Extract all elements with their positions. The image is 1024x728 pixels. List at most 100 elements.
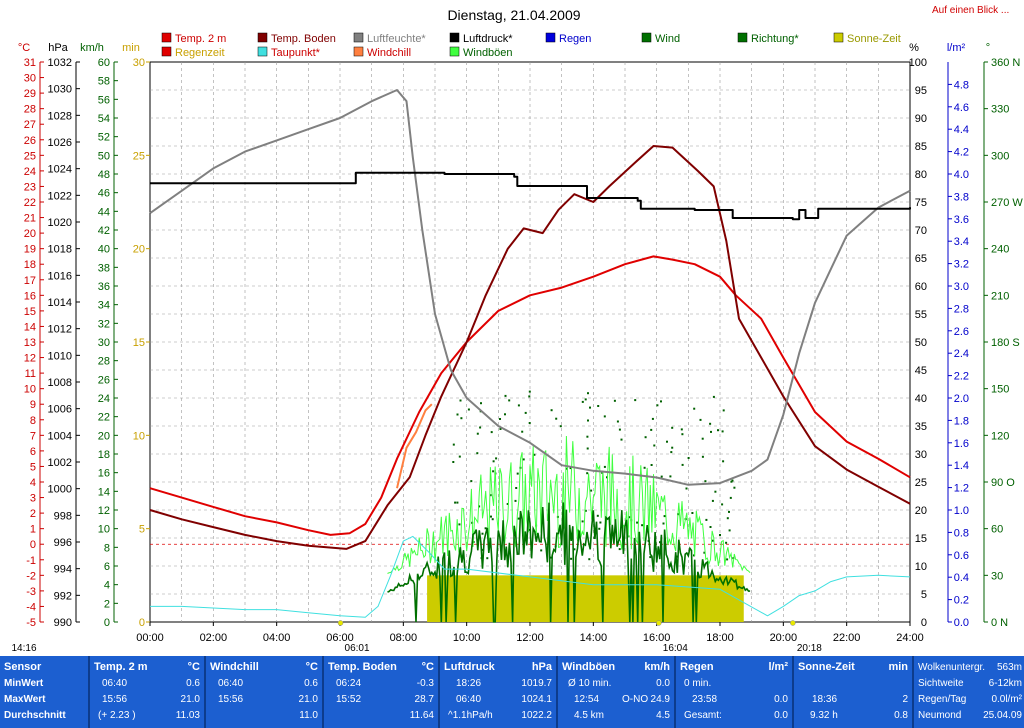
- temp-axis-label: 2: [30, 508, 36, 520]
- direction-point: [699, 418, 702, 421]
- wind-axis-label: 38: [98, 262, 110, 274]
- windboen-header: Windböen: [562, 661, 616, 673]
- temp-axis-label: -5: [26, 617, 36, 629]
- overview-link[interactable]: Auf einen Blick ...: [932, 5, 1010, 16]
- direction-point: [634, 399, 637, 402]
- x-tick-label: 06:00: [326, 632, 354, 644]
- wind-axis-label: 14: [98, 486, 110, 498]
- direction-axis-label: 360 N: [991, 57, 1020, 69]
- pressure-axis-label: 1018: [48, 244, 72, 256]
- direction-point: [650, 464, 653, 466]
- direction-point: [620, 438, 623, 441]
- col-tempboden: Temp. Boden °C 06:24 -0.3 15:52 28.7 11.64: [324, 656, 438, 728]
- direction-point: [721, 503, 724, 506]
- series-line: [150, 171, 911, 221]
- min-axis-label: 5: [139, 524, 145, 536]
- x-tick-label: 22:00: [833, 632, 861, 644]
- direction-axis-label: 0 N: [991, 617, 1008, 629]
- windboen-max-value: 24.9: [650, 694, 670, 705]
- direction-point: [588, 558, 591, 561]
- direction-point: [555, 417, 558, 420]
- regen-max-value: 0.0: [774, 694, 788, 705]
- direction-point: [476, 452, 479, 455]
- extra-label: Neumond: [918, 710, 962, 721]
- divider: [674, 656, 676, 728]
- direction-point: [517, 517, 520, 520]
- direction-point: [452, 443, 455, 446]
- pressure-axis-label: 1002: [48, 457, 72, 469]
- direction-point: [603, 415, 606, 418]
- direction-point: [729, 496, 732, 499]
- pressure-axis-label: 998: [54, 510, 72, 522]
- sunset-label: 20:18: [797, 643, 822, 654]
- direction-point: [524, 411, 527, 414]
- tempboden-avg-value: 11.64: [409, 710, 434, 721]
- solar-noon-label: 16:04: [663, 643, 688, 654]
- direction-point: [598, 527, 601, 530]
- direction-point: [653, 444, 656, 447]
- direction-point: [587, 392, 589, 395]
- x-axis: 00:00 02:00 04:00 06:00 08:00 10:00 12:00 14:00…: [11, 620, 924, 654]
- rain-axis-label: 2.0: [954, 393, 969, 405]
- direction-point: [528, 390, 531, 393]
- wind-axis-label: 46: [98, 188, 110, 200]
- temp-axis-label: 28: [24, 104, 36, 116]
- temp2m-unit: °C: [187, 661, 200, 673]
- legend-swatch: [161, 46, 172, 57]
- direction-point: [559, 425, 562, 428]
- regen-unit: l/m²: [768, 661, 788, 673]
- direction-point: [492, 470, 495, 473]
- direction-point: [484, 527, 487, 530]
- wind-axis-label: 10: [98, 524, 110, 536]
- direction-point: [726, 517, 729, 520]
- extra-value: 6-12km: [988, 678, 1022, 689]
- direction-point: [499, 428, 502, 430]
- temp-axis-label: 8: [30, 415, 36, 427]
- direction-point: [656, 404, 659, 407]
- direction-point: [470, 480, 473, 483]
- humidity-axis-label: 0: [921, 617, 927, 629]
- direction-point: [603, 465, 606, 468]
- min-axis-label: 10: [133, 430, 145, 442]
- extra-value: 563m: [996, 662, 1022, 673]
- direction-point: [728, 529, 731, 532]
- wind-axis-label: 12: [98, 505, 110, 517]
- legend-label: Luftfeuchte*: [367, 33, 426, 45]
- wind-axis-label: 30: [98, 337, 110, 349]
- row-min-label: MinWert: [4, 678, 44, 689]
- axis-units: °C hPa km/h min% l/m² °: [18, 42, 990, 54]
- luftdruck-min-value: 1019.7: [521, 678, 552, 689]
- direction-point: [550, 556, 552, 559]
- legend-swatch: [257, 32, 268, 43]
- direction-point: [479, 426, 482, 429]
- pressure-axis-label: 990: [54, 617, 72, 629]
- direction-axis-label: 180 S: [991, 337, 1020, 349]
- direction-point: [701, 437, 704, 440]
- axis-unit: °: [986, 42, 990, 54]
- temp-axis-label: 12: [24, 353, 36, 365]
- direction-point: [693, 554, 695, 557]
- direction-point: [670, 451, 673, 454]
- humidity-axis-label: 55: [915, 309, 927, 321]
- direction-point: [671, 426, 674, 429]
- row-max-label: MaxWert: [4, 694, 46, 705]
- temp-axis-label: 27: [24, 119, 36, 131]
- legend-label: Regenzeit: [175, 47, 225, 59]
- rain-axis-label: 2.6: [954, 326, 969, 338]
- luftdruck-max-value: 1024.1: [521, 694, 552, 705]
- direction-point: [628, 516, 631, 519]
- direction-point: [584, 509, 587, 512]
- temp-axis-label: 16: [24, 290, 36, 302]
- temp-axis-label: -4: [26, 601, 36, 613]
- humidity-axis-label: 75: [915, 197, 927, 209]
- tempboden-max-time: 15:52: [336, 694, 362, 705]
- regen-avg-label: Gesamt:: [684, 710, 722, 721]
- rain-axis-label: 4.0: [954, 169, 969, 181]
- temp-axis-label: -1: [26, 555, 36, 567]
- direction-point: [514, 499, 517, 502]
- col-sensor: Sensor MinWert MaxWert Durchschnitt: [0, 656, 88, 728]
- legend-label: Sonne-Zeit: [847, 33, 901, 45]
- direction-point: [565, 467, 568, 470]
- direction-point: [663, 515, 666, 518]
- direction-point: [680, 428, 683, 431]
